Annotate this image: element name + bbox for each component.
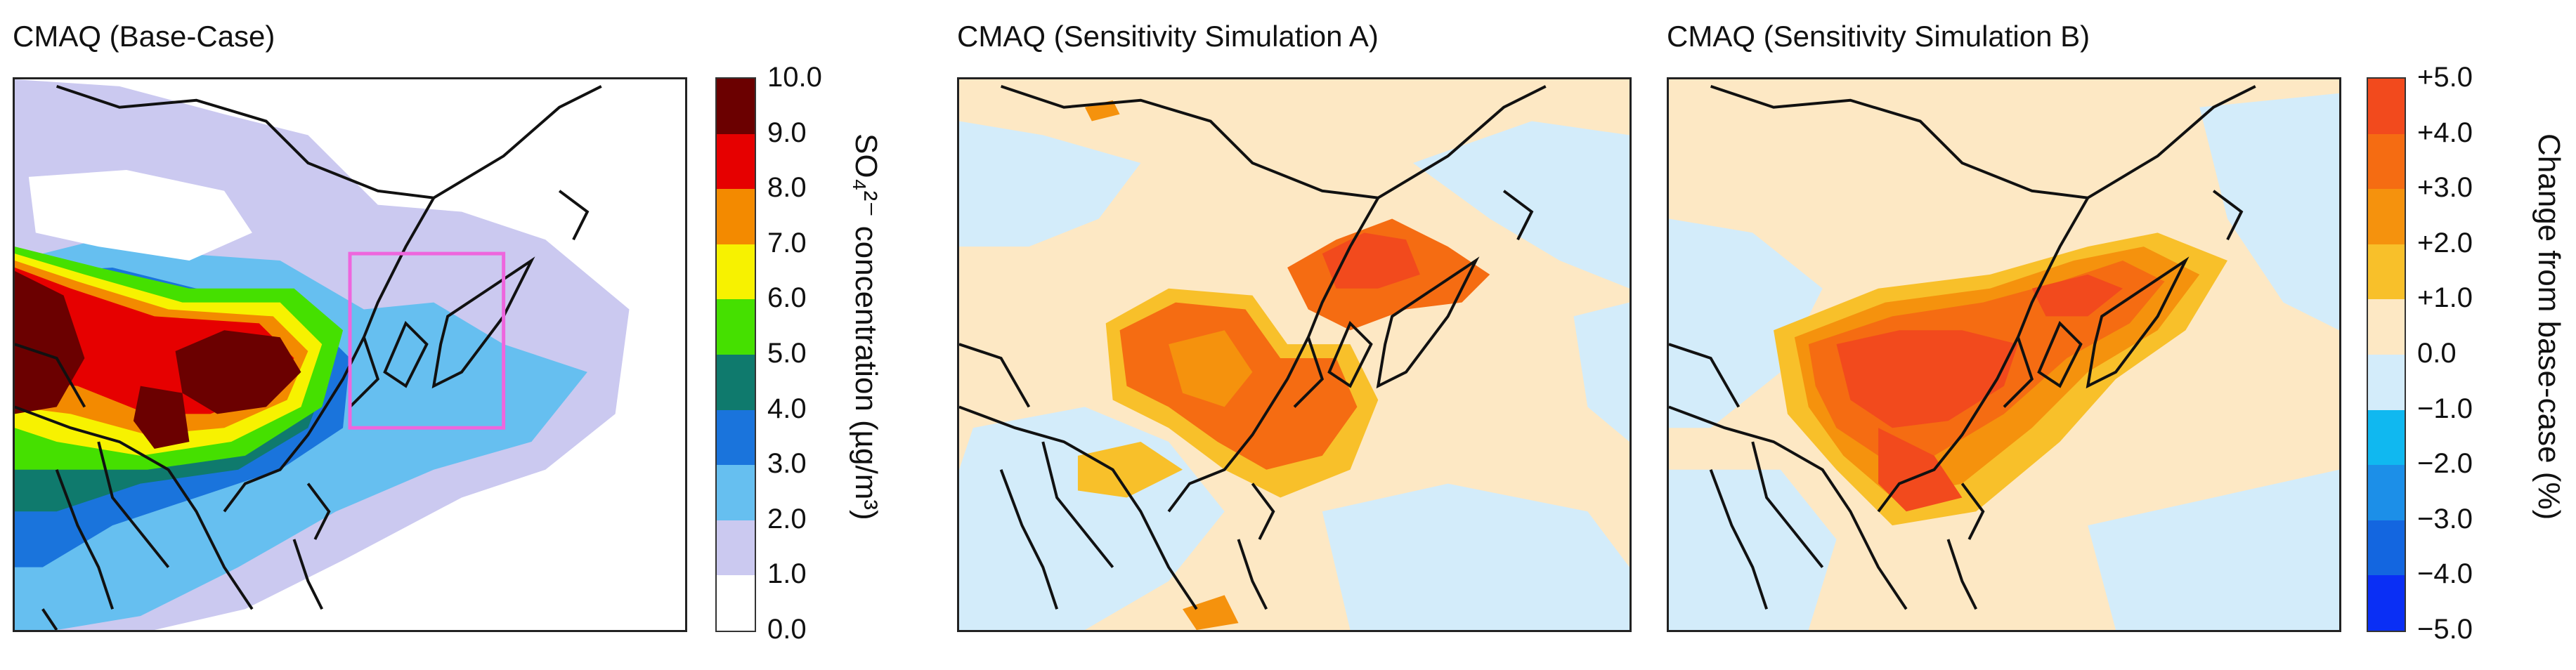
change-tick-label: −2.0 [2417, 448, 2473, 480]
panel-title-sim-b: CMAQ (Sensitivity Simulation B) [1667, 20, 2090, 53]
change-tick-label: +3.0 [2417, 172, 2473, 204]
map-sim-b [1667, 77, 2341, 632]
concentration-tick-label: 0.0 [767, 614, 807, 645]
concentration-tick-label: 8.0 [767, 172, 807, 204]
concentration-tick-label: 1.0 [767, 558, 807, 590]
concentration-swatch [717, 133, 755, 190]
map-sim-a-svg [959, 79, 1629, 630]
panel-title-sim-a: CMAQ (Sensitivity Simulation A) [957, 20, 1379, 53]
change-swatch [2368, 465, 2405, 521]
concentration-tick-label: 9.0 [767, 117, 807, 148]
panel-title-base: CMAQ (Base-Case) [13, 20, 275, 53]
change-swatch [2368, 409, 2405, 466]
concentration-tick-label: 6.0 [767, 282, 807, 314]
map-base-case [13, 77, 687, 632]
concentration-swatch [717, 79, 755, 135]
change-swatch [2368, 520, 2405, 576]
concentration-tick-label: 2.0 [767, 503, 807, 534]
change-tick-label: −5.0 [2417, 614, 2473, 645]
change-tick-label: −4.0 [2417, 558, 2473, 590]
concentration-swatch [717, 409, 755, 466]
change-swatch [2368, 575, 2405, 631]
concentration-tick-label: 3.0 [767, 448, 807, 480]
change-swatch [2368, 355, 2405, 411]
concentration-tick-label: 4.0 [767, 393, 807, 424]
concentration-swatch [717, 465, 755, 521]
change-tick-label: +1.0 [2417, 282, 2473, 314]
concentration-swatch [717, 520, 755, 576]
colorbar-change-label: Change from base-case (%) [2532, 133, 2566, 520]
colorbar-change [2367, 77, 2406, 632]
colorbar-concentration [715, 77, 756, 632]
map-sim-a [957, 77, 1632, 632]
change-swatch [2368, 244, 2405, 300]
concentration-tick-label: 5.0 [767, 338, 807, 369]
concentration-swatch [717, 299, 755, 355]
concentration-swatch [717, 355, 755, 411]
change-tick-label: +5.0 [2417, 62, 2473, 93]
concentration-swatch [717, 189, 755, 245]
change-tick-label: +4.0 [2417, 117, 2473, 148]
map-sim-b-svg [1669, 79, 2339, 630]
change-tick-label: −1.0 [2417, 393, 2473, 424]
concentration-tick-label: 10.0 [767, 62, 822, 93]
change-tick-label: 0.0 [2417, 338, 2457, 369]
change-tick-label: +2.0 [2417, 227, 2473, 258]
highlight-box [348, 251, 506, 430]
concentration-tick-label: 7.0 [767, 227, 807, 258]
colorbar-concentration-label: SO₄²⁻ concentration (µg/m³) [849, 133, 883, 520]
change-swatch [2368, 79, 2405, 135]
change-swatch [2368, 189, 2405, 245]
concentration-swatch [717, 575, 755, 631]
map-base-case-svg [15, 79, 685, 630]
change-tick-label: −3.0 [2417, 503, 2473, 534]
change-swatch [2368, 299, 2405, 355]
concentration-swatch [717, 244, 755, 300]
change-swatch [2368, 133, 2405, 190]
